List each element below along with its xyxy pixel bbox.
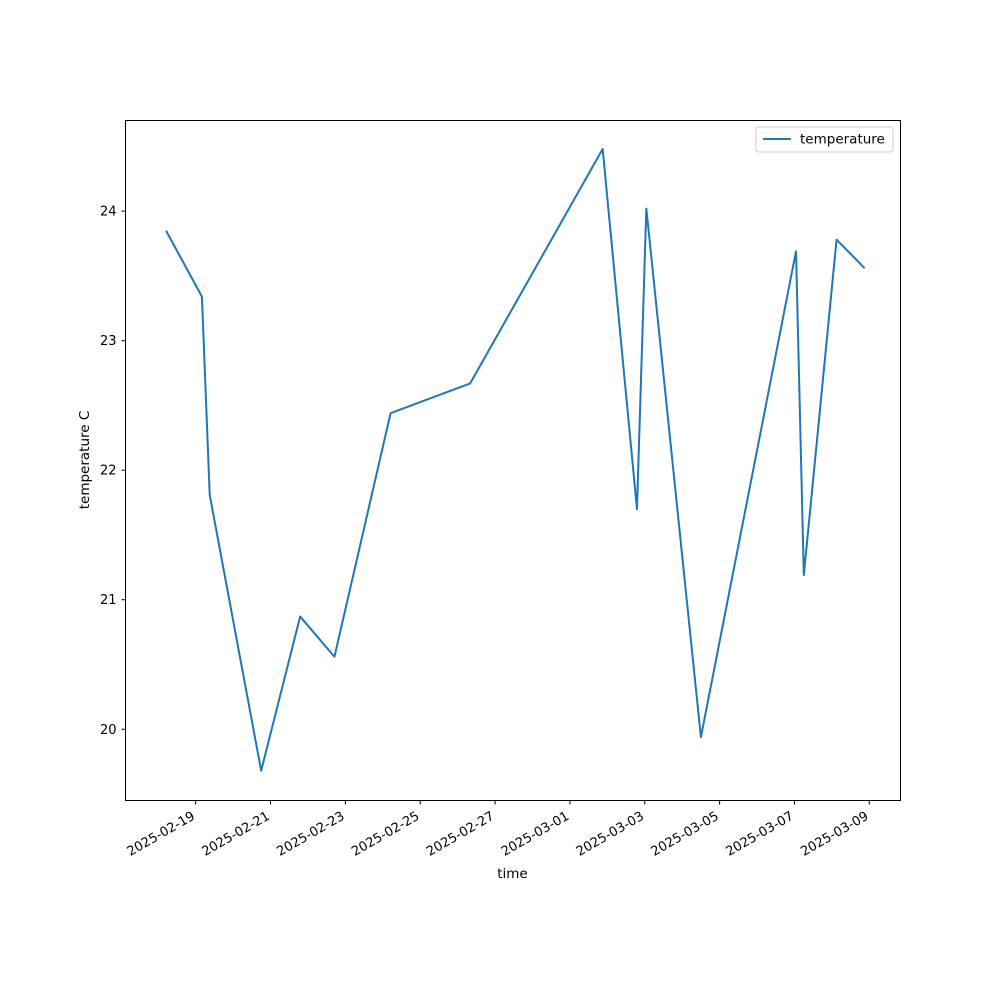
plot-frame	[125, 120, 901, 801]
y-tick-label: 23	[100, 334, 117, 349]
y-tick-label: 20	[100, 723, 117, 738]
plot-area	[165, 148, 866, 772]
x-axis-label: time	[497, 866, 528, 882]
legend-label-temperature: temperature	[800, 132, 885, 148]
y-axis-ticks: 20 21 22 23 24	[100, 205, 126, 738]
y-axis-label: temperature C	[77, 411, 93, 510]
y-tick-label: 21	[100, 593, 117, 608]
legend-box	[755, 126, 894, 153]
y-tick-label: 22	[100, 464, 117, 479]
y-tick-label: 24	[100, 205, 117, 220]
series-line-temperature	[165, 148, 866, 772]
legend: temperature	[755, 126, 894, 153]
